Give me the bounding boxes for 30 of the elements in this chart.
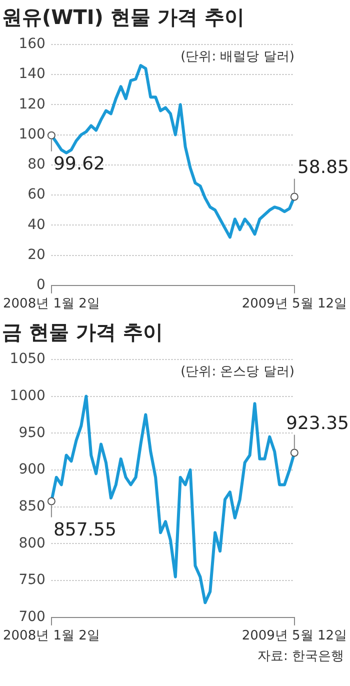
chart-subtitle: (단위: 온스당 달러) [180, 364, 294, 380]
y-tick-label: 60 [28, 186, 46, 203]
y-tick-label: 20 [28, 246, 46, 263]
x-tick-label: 2008년 1월 2일 [3, 296, 100, 312]
y-tick-label: 850 [18, 498, 46, 514]
chart-subtitle: (단위: 배럴당 달러) [180, 49, 294, 64]
y-tick-label: 120 [18, 96, 46, 112]
y-tick-label: 750 [18, 572, 46, 588]
data-label: 923.35 [286, 412, 349, 434]
chart-title: 원유(WTI) 현물 가격 추이 [1, 4, 246, 30]
y-tick-label: 40 [28, 216, 46, 233]
y-tick-label: 800 [18, 535, 46, 552]
chart-title: 금 현물 가격 추이 [1, 319, 164, 345]
data-label: 58.85 [297, 156, 349, 178]
data-label: 857.55 [53, 519, 116, 540]
x-tick-label: 2008년 1월 2일 [3, 628, 100, 644]
y-tick-label: 900 [18, 462, 46, 478]
y-tick-label: 140 [18, 66, 46, 82]
y-tick-label: 1050 [10, 351, 46, 368]
data-label: 99.62 [53, 153, 105, 174]
y-tick-label: 700 [18, 609, 46, 626]
y-tick-label: 100 [18, 126, 46, 142]
y-tick-label: 1000 [10, 388, 46, 404]
y-tick-label: 950 [18, 424, 46, 441]
y-tick-label: 0 [36, 277, 46, 294]
x-tick-label: 2009년 5월 12일 [242, 628, 348, 644]
x-tick-label: 2009년 5월 12일 [242, 296, 348, 312]
y-tick-label: 160 [18, 36, 46, 52]
y-tick-label: 80 [28, 156, 46, 173]
text: 자료: 한국은행 [256, 648, 345, 664]
